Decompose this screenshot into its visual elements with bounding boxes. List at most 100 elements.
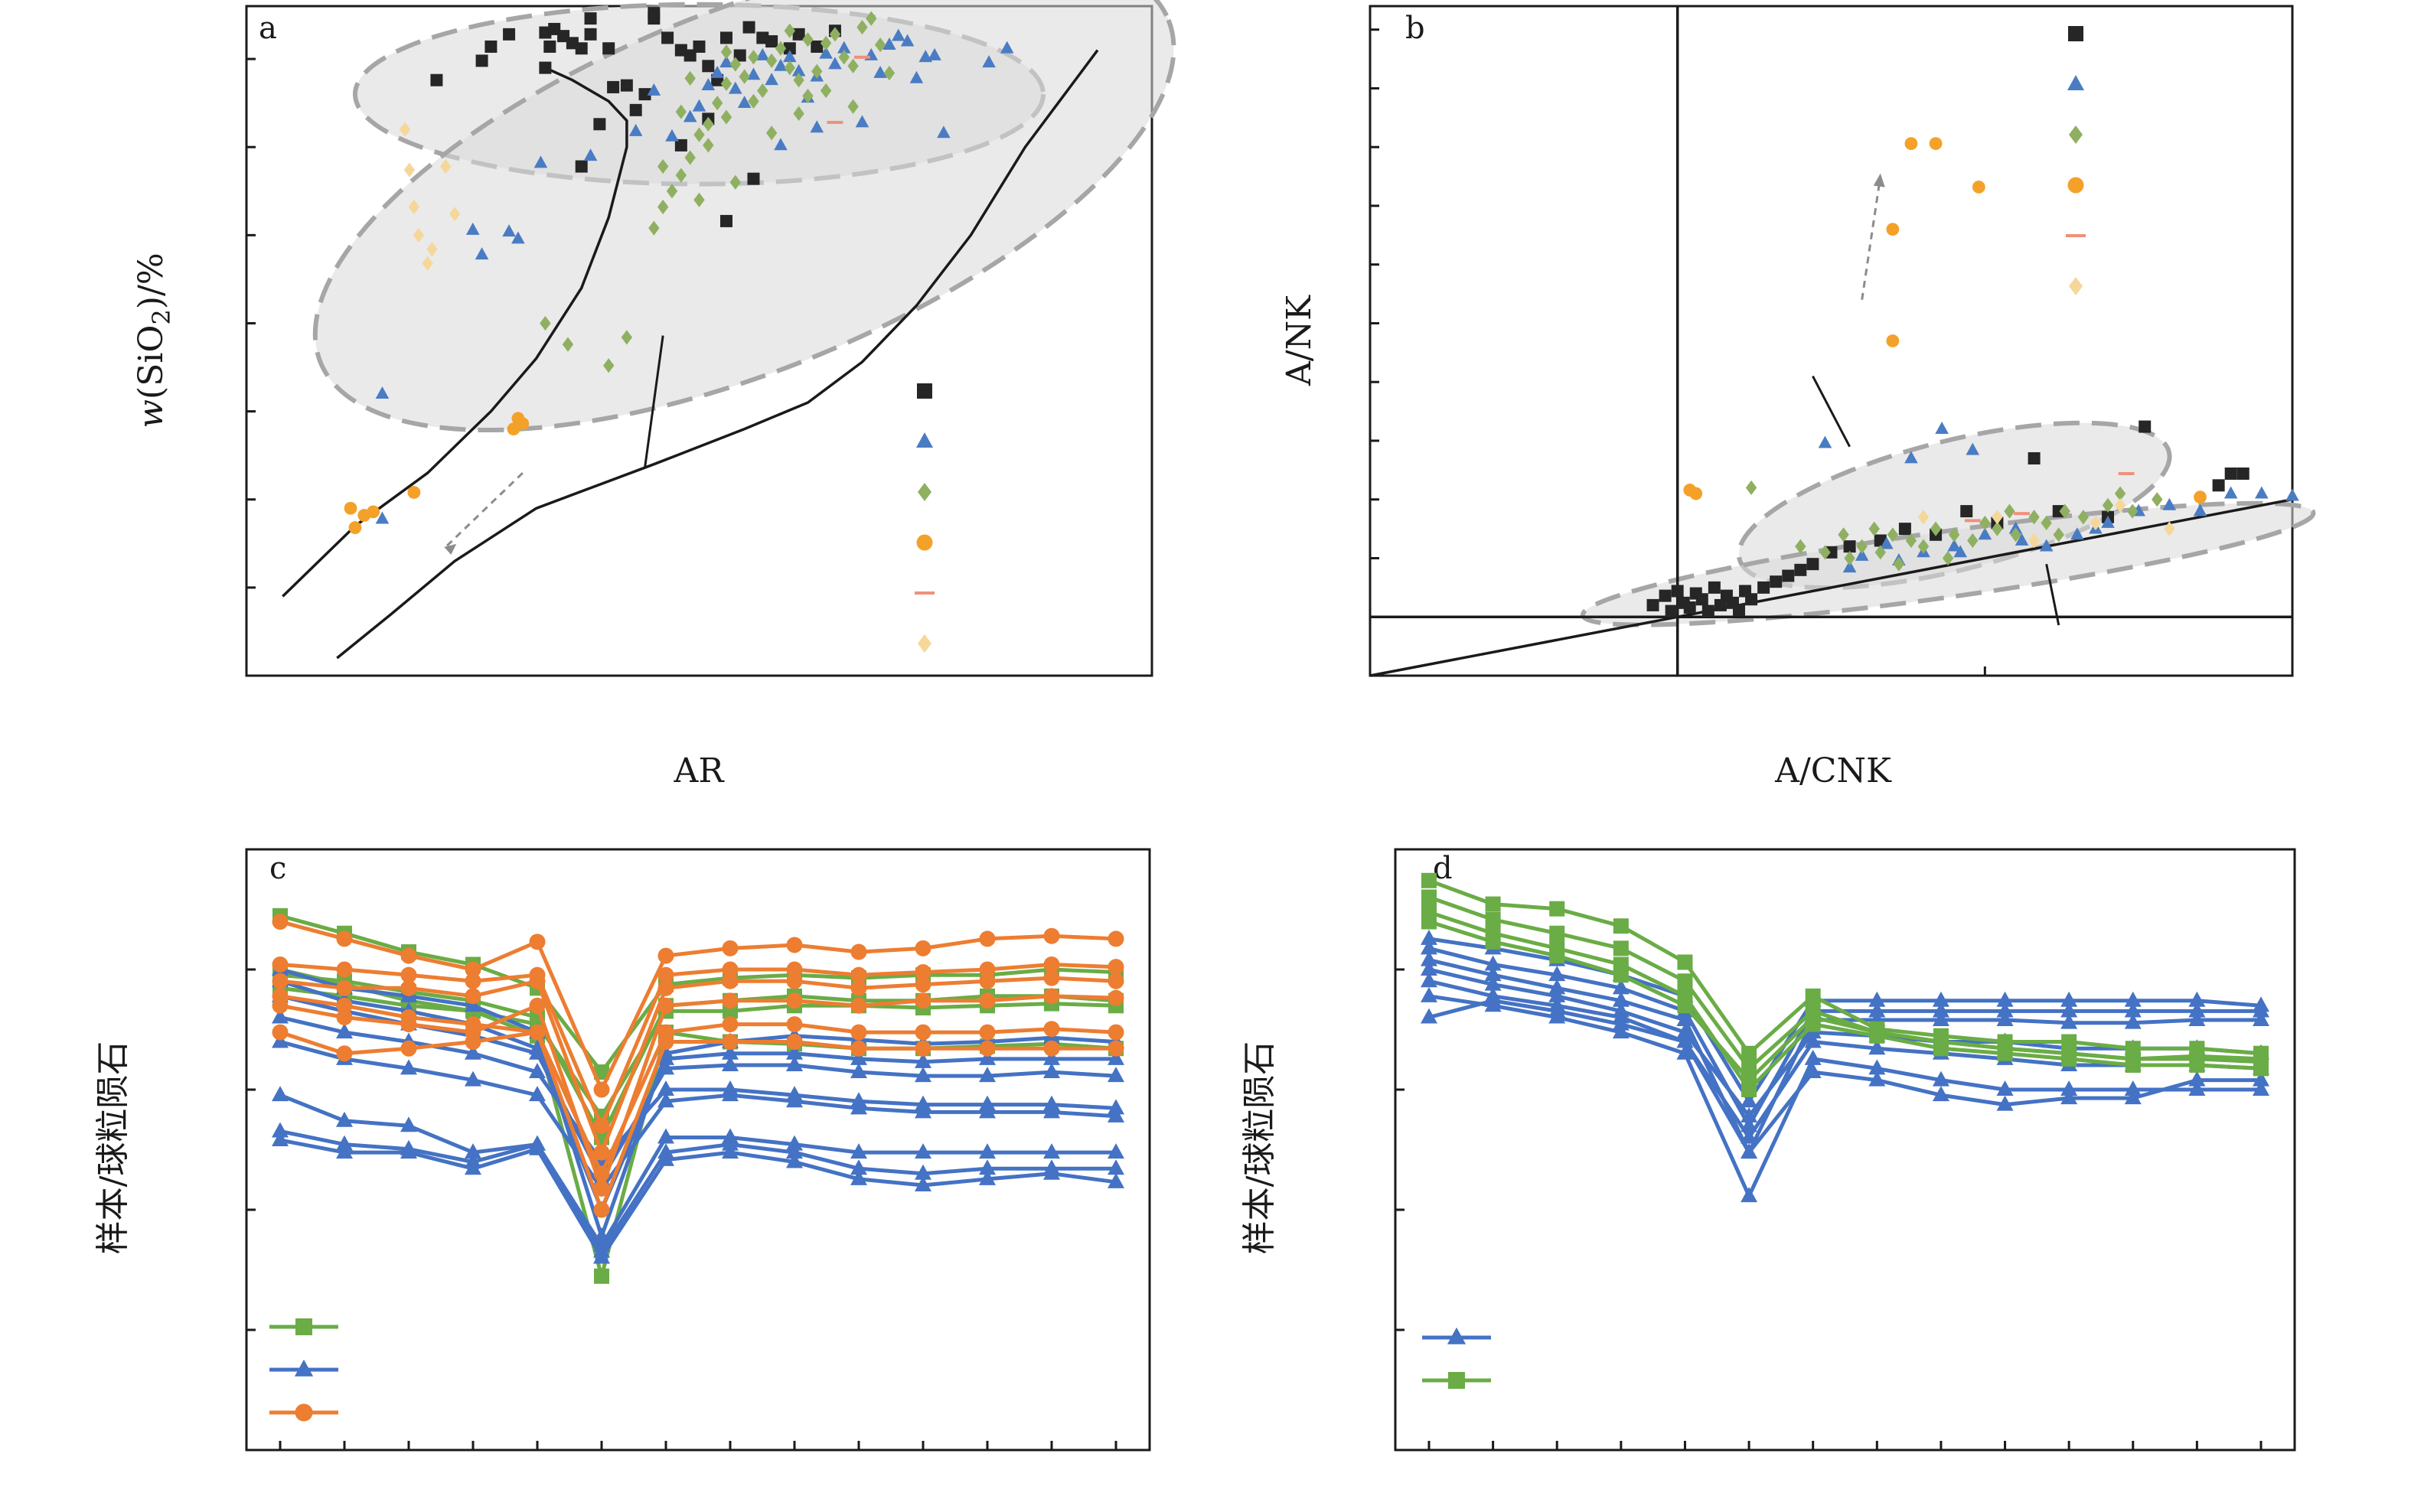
data-point [783,42,796,55]
ree-data-point [850,1024,867,1041]
data-point [684,150,696,165]
data-point [1695,593,1708,606]
legend-marker [2069,277,2083,295]
ree-data-point [1677,998,1693,1014]
ree-data-point [915,1143,931,1159]
data-point [674,138,687,152]
data-point [1842,560,1857,573]
ree-data-point [1484,955,1502,971]
ree-data-point [1043,1049,1060,1065]
data-point [855,115,869,128]
panel-b-xlabel: A/CNK [1774,751,1892,790]
panel-d-legend [1422,1327,1491,1389]
ree-data-point [593,1165,610,1182]
ree-data-point [400,1116,417,1132]
ree-data-point [1484,991,1502,1007]
data-point [2070,527,2084,540]
data-point [593,118,606,131]
panel-b-ylabel: A/NK [1280,295,1319,386]
ree-data-point [1108,1159,1124,1175]
data-point [408,199,420,215]
ree-data-point [1741,1143,1758,1159]
data-point [720,44,732,60]
ree-data-point [1741,1072,1757,1088]
data-point [1770,575,1783,588]
data-point [2039,539,2054,552]
ree-data-point [850,1169,867,1185]
trend-arrow [1861,176,1882,300]
ree-data-point [1996,1002,2014,1018]
ree-data-point [1868,1039,1886,1055]
ree-data-point [722,1044,739,1060]
ree-data-point [1548,966,1566,982]
ree-data-point [1421,960,1437,976]
data-point [475,54,488,67]
data-point [710,65,724,78]
ree-data-point [1613,918,1629,934]
data-point [539,61,552,74]
legend-marker [915,591,935,595]
ree-data-point [336,1135,353,1151]
ree-data-point [979,1159,996,1175]
panel-d-frame [1394,848,2296,1452]
legend-marker [917,383,932,399]
ree-data-point [1804,1049,1822,1065]
ree-data-point [786,961,803,978]
data-point [675,168,687,183]
ree-data-point [850,1063,867,1079]
legend-marker [916,534,933,551]
data-point [621,330,633,345]
data-point [1683,601,1696,614]
data-point [2028,510,2040,525]
ree-data-point [1043,927,1060,944]
ree-data-point [657,979,674,996]
ree-data-point [722,1034,739,1051]
ree-data-point [272,1024,289,1041]
data-point [847,99,859,114]
ree-data-point [1868,1059,1886,1075]
ree-data-point [657,1049,674,1065]
panel-b-boundaries [1369,6,2293,677]
data-point [793,106,804,122]
ree-data-point [272,988,289,1005]
data-point [1992,510,2003,525]
legend-marker [918,634,931,653]
data-point [748,93,759,109]
data-point [1948,527,1960,543]
data-point [1917,539,1930,554]
data-point [1893,556,1905,572]
data-point [733,49,746,62]
data-point [802,32,814,47]
ree-data-point [722,1143,739,1159]
legend-marker [916,432,933,448]
data-point [675,104,687,119]
legend-marker [2068,26,2083,41]
ree-data-point [529,1039,546,1055]
data-point [2059,503,2070,519]
ree-data-point [2061,1045,2077,1061]
ree-data-point [1677,973,1693,989]
ree-data-point [1421,872,1437,888]
ree-series-line [279,1093,1116,1248]
data-point [856,20,868,35]
data-point [2162,497,2177,510]
data-point [737,96,752,109]
data-point [802,88,814,104]
ree-data-point [722,1016,739,1033]
data-point [1874,545,1886,560]
ree-data-point [336,1009,353,1025]
ree-data-point [1868,1002,1886,1018]
ree-data-point [529,973,546,989]
data-point [729,81,742,94]
ree-data-point [1741,1187,1758,1203]
data-point [2101,515,2115,528]
data-point [629,103,642,116]
panel-b-letter: b [1405,11,1425,46]
ree-data-point [1549,901,1565,917]
data-point [692,99,706,112]
ree-data-point [979,1049,996,1065]
data-point [1979,515,1991,531]
leader-line [2045,563,2060,626]
data-point [502,224,516,237]
data-point [2224,467,2237,480]
